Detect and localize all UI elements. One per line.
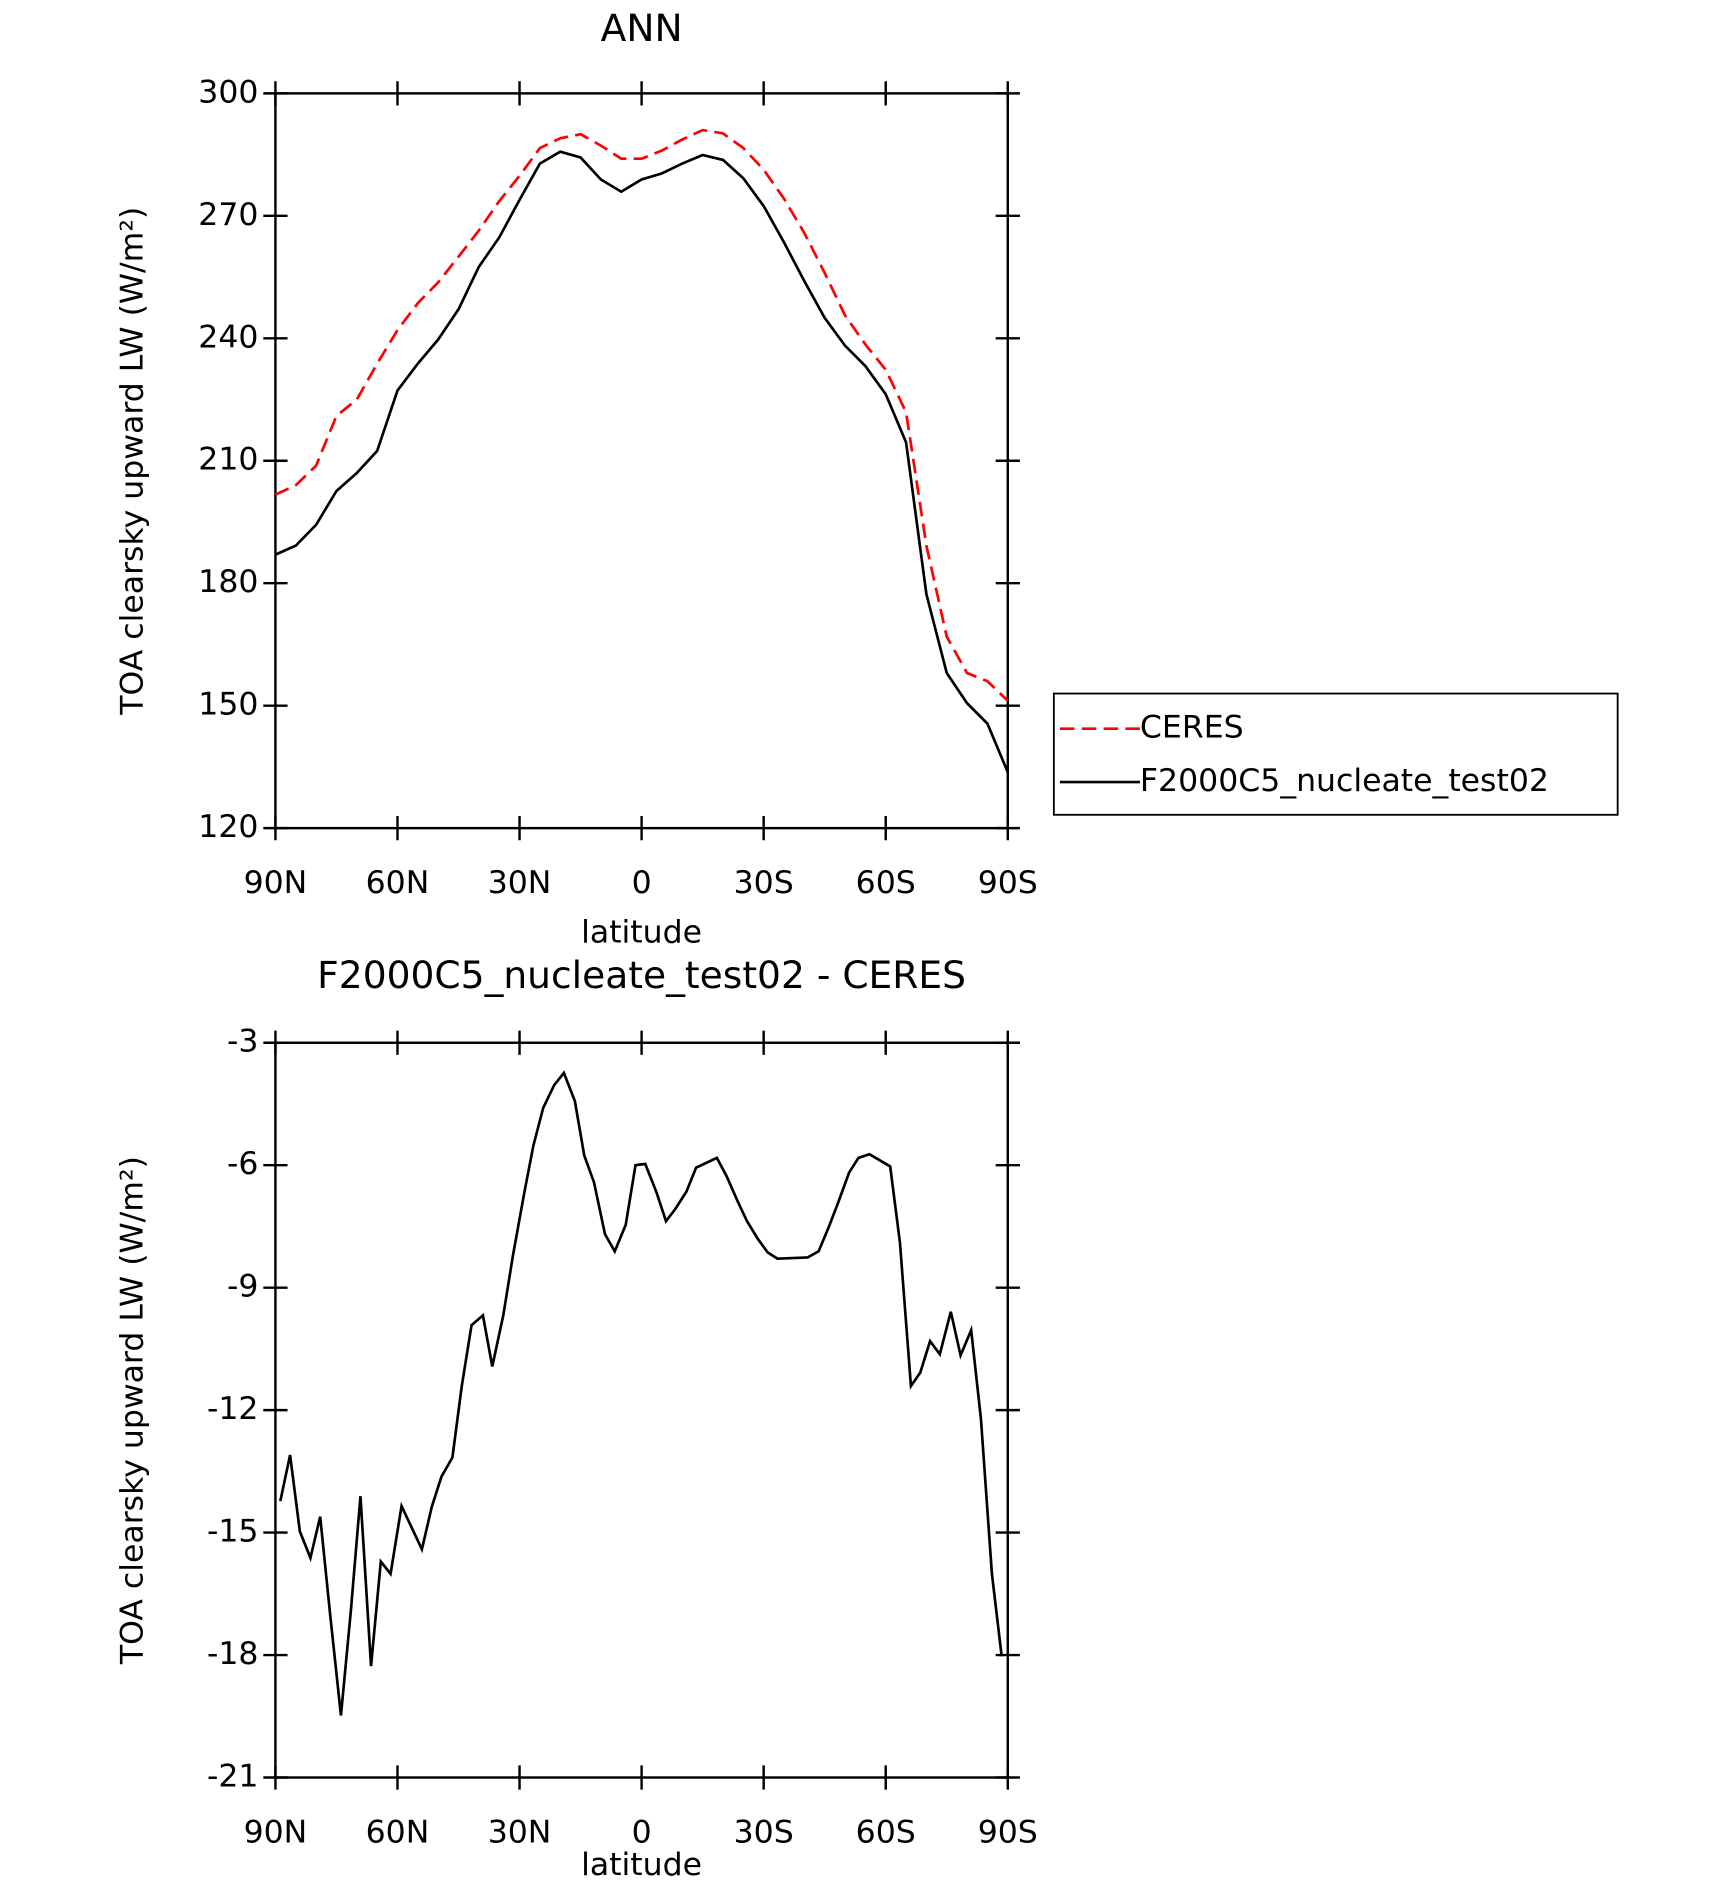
y-tick-label: 150 <box>198 687 258 723</box>
plot-frame <box>274 1041 1009 1779</box>
x-tick-label: 30N <box>488 1814 552 1850</box>
x-tick-label: 60S <box>856 865 916 901</box>
data-line <box>274 150 1010 773</box>
x-tick-label: 30N <box>488 865 552 901</box>
x-tick-label: 60S <box>856 1814 916 1850</box>
data-line <box>274 128 1009 702</box>
data-line <box>279 1070 1003 1716</box>
y-tick-label: 120 <box>198 809 258 845</box>
x-axis-label: latitude <box>581 915 702 951</box>
x-axis-label: latitude <box>581 1847 702 1883</box>
y-tick-label: -15 <box>207 1514 258 1550</box>
x-tick-label: 0 <box>632 865 652 901</box>
x-tick-label: 0 <box>632 1814 652 1850</box>
y-tick-label: 210 <box>198 442 258 478</box>
legend-box <box>1052 692 1619 816</box>
y-tick-label: 300 <box>198 74 258 110</box>
chart-title: ANN <box>601 6 683 50</box>
y-tick-label: -3 <box>227 1024 258 1060</box>
y-tick-label: 240 <box>198 319 258 355</box>
y-tick-label: -6 <box>227 1146 258 1182</box>
x-tick-label: 60N <box>366 1814 430 1850</box>
y-tick-label: -18 <box>207 1636 258 1672</box>
legend-label: CERES <box>1140 710 1244 746</box>
x-tick-label: 60N <box>366 865 430 901</box>
x-tick-label: 90S <box>978 865 1038 901</box>
y-axis-label: TOA clearsky upward LW (W/m²) <box>115 1156 151 1665</box>
y-tick-label: -12 <box>207 1391 258 1427</box>
y-tick-label: -9 <box>227 1269 258 1305</box>
x-tick-label: 30S <box>734 865 794 901</box>
y-tick-label: 180 <box>198 564 258 600</box>
legend-label: F2000C5_nucleate_test02 <box>1140 763 1549 799</box>
x-tick-label: 30S <box>734 1814 794 1850</box>
chart-title: F2000C5_nucleate_test02 - CERES <box>317 953 966 997</box>
x-tick-label: 90S <box>978 1814 1038 1850</box>
x-tick-label: 90N <box>244 865 308 901</box>
y-tick-label: 270 <box>198 197 258 233</box>
y-axis-label: TOA clearsky upward LW (W/m²) <box>115 207 151 716</box>
x-tick-label: 90N <box>244 1814 308 1850</box>
plot-frame <box>274 92 1009 830</box>
y-tick-label: -21 <box>207 1759 258 1795</box>
